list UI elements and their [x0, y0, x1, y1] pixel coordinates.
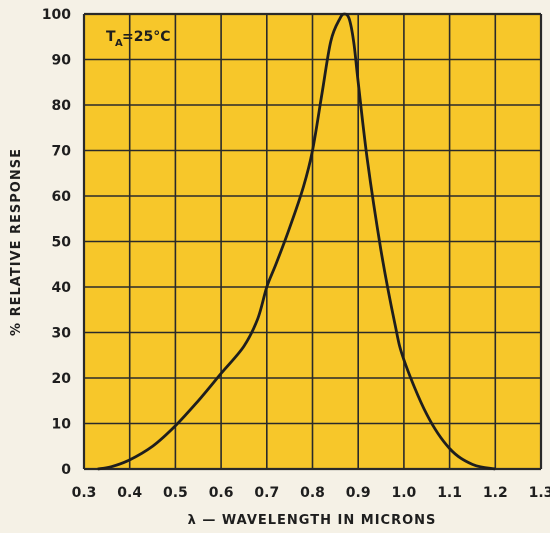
grid-lines: [82, 12, 543, 471]
annotation-t: T: [106, 29, 116, 45]
x-tick-label: 0.6: [209, 485, 234, 501]
y-tick-label: 50: [52, 235, 72, 251]
y-tick-label: 30: [52, 326, 72, 342]
y-tick-label: 40: [52, 280, 72, 296]
annotation-temperature: =25°C: [122, 29, 171, 45]
y-tick-label: 0: [61, 462, 71, 478]
y-tick-label: 60: [52, 189, 72, 205]
y-tick-label: 80: [52, 98, 72, 114]
x-axis-title: λ — WAVELENGTH IN MICRONS: [188, 513, 437, 528]
y-tick-label: 100: [42, 7, 71, 23]
x-tick-label: 1.3: [529, 485, 550, 501]
response-curve: [97, 12, 496, 471]
annotation-subscript: A: [115, 38, 123, 49]
y-tick-label: 20: [52, 371, 72, 387]
x-tick-label: 0.8: [300, 485, 325, 501]
y-tick-label: 90: [52, 53, 72, 69]
x-tick-labels: 0.3 0.4 0.5 0.6 0.7 0.8 0.9 1.0 1.1 1.2 1.3: [72, 485, 550, 501]
x-tick-label: 1.2: [483, 485, 508, 501]
y-axis-title: % RELATIVE RESPONSE: [9, 148, 24, 336]
y-tick-label: 70: [52, 144, 72, 160]
x-tick-label: 0.9: [346, 485, 371, 501]
y-tick-label: 10: [52, 417, 72, 433]
x-tick-label: 0.7: [254, 485, 279, 501]
temperature-annotation: T A =25°C: [106, 29, 171, 49]
x-tick-label: 1.0: [391, 485, 416, 501]
x-tick-label: 0.4: [117, 485, 142, 501]
x-tick-label: 0.3: [72, 485, 97, 501]
y-tick-labels: 0 10 20 30 40 50 60 70 80 90 100: [42, 7, 71, 478]
x-tick-label: 1.1: [437, 485, 462, 501]
x-tick-label: 0.5: [163, 485, 188, 501]
